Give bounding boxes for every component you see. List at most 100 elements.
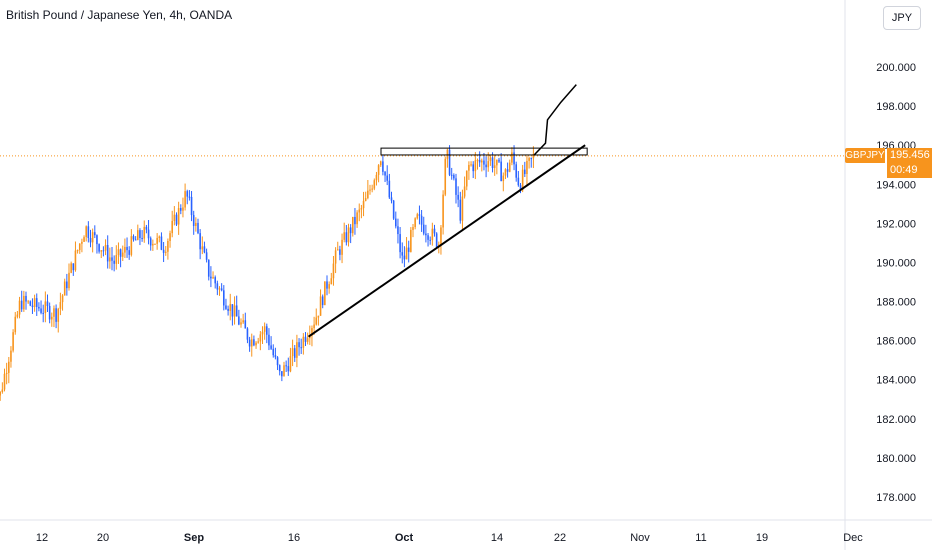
candle-body [238, 316, 240, 325]
candle-body [111, 257, 113, 261]
candle-body [132, 236, 135, 240]
candle-body [246, 328, 249, 340]
ascending-trendline [307, 144, 586, 338]
symbol-label: GBPJPY [845, 148, 885, 163]
candle-body [66, 281, 68, 289]
candle-body [167, 240, 169, 252]
candle-body [259, 334, 262, 342]
candle-body [313, 324, 315, 329]
candle-body [298, 342, 300, 348]
candle-body [463, 186, 466, 197]
x-tick-label: Nov [630, 532, 650, 544]
candle-body [283, 365, 285, 377]
candle-body [160, 236, 163, 250]
candle-body [23, 295, 25, 310]
candle-body [46, 301, 49, 307]
candle-body [27, 301, 29, 303]
candle-body [188, 196, 191, 198]
drawings-layer [0, 84, 845, 338]
candle-body [407, 247, 410, 252]
candle-body [57, 308, 60, 322]
candle-body [285, 365, 287, 367]
candle-body [14, 316, 17, 333]
candle-body [109, 257, 111, 262]
x-tick-label: 19 [756, 532, 768, 544]
candle-body [175, 214, 178, 225]
candle-body [431, 228, 434, 241]
candle-body [10, 350, 12, 362]
candle-body [85, 226, 87, 238]
y-tick-label: 192.000 [876, 218, 916, 230]
candle-body [513, 152, 515, 165]
y-tick-label: 186.000 [876, 336, 916, 348]
candle-body [319, 296, 322, 316]
candle-body [51, 316, 53, 320]
x-tick-label: 22 [554, 532, 566, 544]
y-tick-label: 198.000 [876, 101, 916, 113]
candle-body [442, 194, 444, 228]
candle-body [207, 259, 210, 277]
candle-body [156, 237, 158, 244]
candle-body [104, 244, 107, 251]
candle-body [465, 170, 468, 187]
candle-body [70, 263, 72, 273]
candle-body [139, 230, 141, 238]
candle-body [212, 277, 214, 279]
candle-body [330, 278, 333, 285]
candle-body [392, 200, 395, 219]
candle-body [263, 326, 266, 332]
candle-body [225, 305, 227, 309]
candle-body [493, 165, 496, 168]
candle-body [192, 215, 195, 226]
last-price-value: 195.456 [890, 149, 930, 161]
candle-body [352, 216, 354, 234]
candle-body [427, 235, 429, 240]
y-tick-label: 184.000 [876, 375, 916, 387]
candle-body [526, 160, 528, 175]
candle-body [293, 348, 296, 358]
candle-body [124, 246, 126, 253]
candle-body [360, 208, 363, 210]
candle-body [89, 237, 92, 243]
candle-body [354, 216, 356, 225]
candle-body [315, 317, 318, 325]
candle-body [68, 272, 70, 289]
candle-body [195, 222, 197, 226]
candle-body [459, 199, 462, 221]
candle-body [186, 191, 189, 197]
candle-body [502, 175, 505, 182]
candle-body [141, 237, 143, 239]
candle-body [182, 207, 184, 211]
candle-body [472, 164, 474, 172]
candle-body [414, 218, 416, 228]
candle-body [364, 198, 367, 201]
candle-body [356, 212, 358, 225]
x-tick-label: 20 [97, 532, 109, 544]
candle-body [184, 191, 186, 208]
candle-body [29, 301, 32, 306]
candle-body [384, 171, 386, 176]
candle-body [227, 308, 229, 311]
candle-body [483, 160, 485, 165]
candle-body [489, 157, 492, 162]
y-tick-label: 200.000 [876, 62, 916, 74]
candle-body [450, 174, 453, 176]
candle-body [0, 391, 2, 396]
candle-body [3, 373, 6, 390]
candle-body [42, 312, 44, 314]
candle-body [169, 233, 171, 241]
currency-button[interactable]: JPY [883, 6, 921, 30]
candle-body [117, 249, 120, 256]
candle-body [519, 185, 522, 191]
candle-body [162, 249, 165, 253]
candle-body [390, 197, 393, 201]
candle-body [453, 175, 455, 179]
candle-body [164, 251, 167, 253]
candle-body [422, 224, 425, 234]
candle-body [210, 276, 212, 279]
price-label: 195.456 00:49 [887, 148, 932, 178]
candle-body [223, 290, 225, 306]
candle-body [341, 239, 343, 255]
